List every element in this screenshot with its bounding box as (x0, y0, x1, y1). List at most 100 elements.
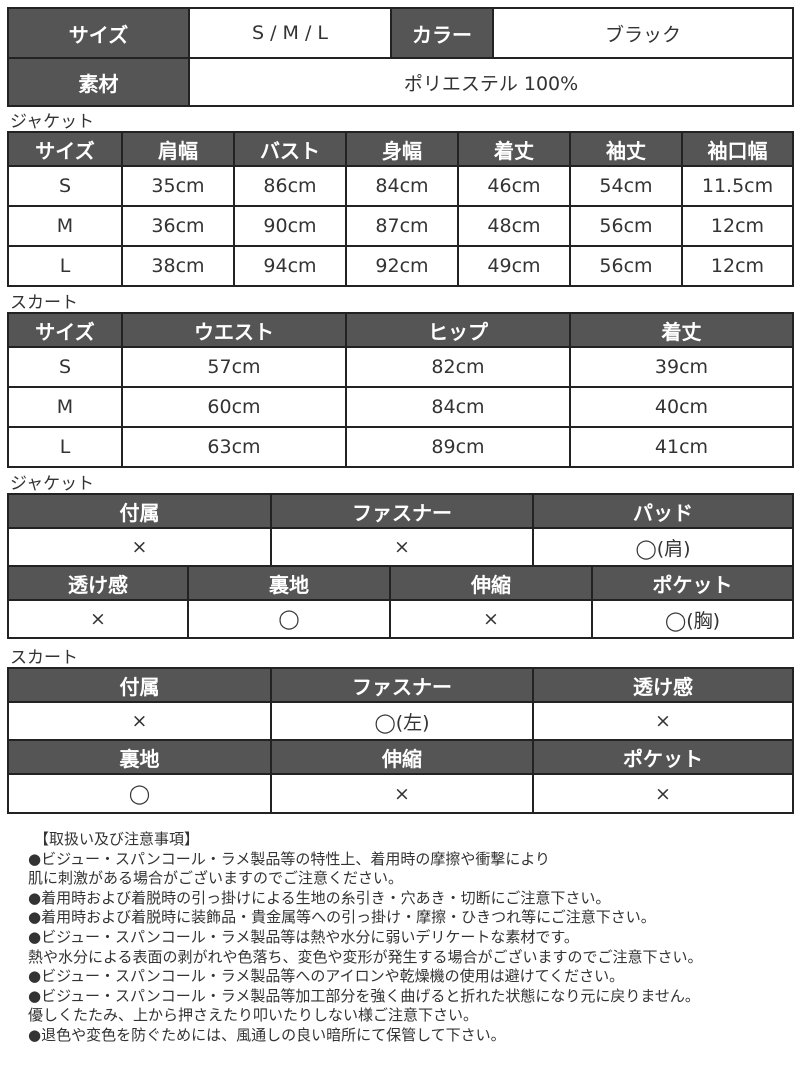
table-row: × ◯(左) × (7, 701, 794, 741)
material-label: 素材 (7, 57, 190, 107)
value-cell: 46cm (457, 165, 571, 207)
table-row: ◯ × × (7, 773, 794, 814)
header-row: 付属 ファスナー パッド (7, 493, 794, 529)
value-cell: 41cm (569, 426, 794, 468)
color-label: カラー (390, 7, 494, 59)
value-cell: × (7, 701, 272, 741)
size-label: サイズ (7, 7, 190, 59)
jacket-features-table-1: 付属 ファスナー パッド × × ◯(肩) (7, 493, 794, 567)
note-line: ●ビジュー・スパンコール・ラメ製品等は熱や水分に弱いデリケートな素材です。 (28, 927, 579, 946)
value-cell: 90cm (233, 205, 347, 247)
header-cell: 付属 (7, 667, 272, 703)
header-cell: 袖口幅 (681, 131, 794, 167)
note-line: 肌に刺激がある場合がございますのでご注意ください。 (28, 869, 404, 888)
note-line: ●着用時および着脱時に装飾品・貴金属等への引っ掛け・摩擦・ひきつれ等にご注意下さ… (28, 908, 656, 927)
basic-info-table: サイズ S / M / L カラー ブラック 素材 ポリエステル 100% (7, 7, 794, 107)
header-cell: 肩幅 (121, 131, 235, 167)
value-cell: 36cm (121, 205, 235, 247)
value-cell: × (7, 599, 189, 639)
header-row: サイズ 肩幅 バスト 身幅 着丈 袖丈 袖口幅 (7, 131, 794, 167)
value-cell: 38cm (121, 245, 235, 287)
header-cell: サイズ (7, 131, 123, 167)
skirt-features-title: スカート (10, 648, 78, 668)
header-cell: ウエスト (121, 312, 347, 348)
skirt-features-table-1: 付属 ファスナー 透け感 × ◯(左) × (7, 667, 794, 741)
note-line: ●退色や変色を防ぐためには、風通しの良い暗所にて保管して下さい。 (28, 1025, 506, 1044)
header-cell: 伸縮 (270, 739, 534, 775)
header-cell: 着丈 (569, 312, 794, 348)
value-cell: 92cm (345, 245, 459, 287)
table-row: S 35cm 86cm 84cm 46cm 54cm 11.5cm (7, 165, 794, 207)
header-cell: ヒップ (345, 312, 571, 348)
header-cell: ファスナー (270, 493, 534, 529)
value-cell: 89cm (345, 426, 571, 468)
value-cell: 35cm (121, 165, 235, 207)
value-cell: 82cm (345, 346, 571, 388)
value-cell: ◯(肩) (532, 527, 794, 567)
note-line: 熱や水分による表面の剥がれや色落ち、変色や変形が発生する場合がございますのでご注… (28, 947, 703, 966)
value-cell: 12cm (681, 205, 794, 247)
jacket-features-title: ジャケット (10, 474, 95, 494)
value-cell: × (270, 773, 534, 814)
note-line: ●着用時および着脱時の引っ掛けによる生地の糸引き・穴あき・切断にご注意下さい。 (28, 888, 611, 907)
table-row: × ◯ × ◯(胸) (7, 599, 794, 639)
header-row: 裏地 伸縮 ポケット (7, 739, 794, 775)
header-cell: ポケット (591, 565, 794, 601)
value-cell: × (7, 527, 272, 567)
value-cell: 56cm (569, 245, 683, 287)
header-cell: 伸縮 (389, 565, 593, 601)
table-row: S 57cm 82cm 39cm (7, 346, 794, 388)
header-cell: 透け感 (7, 565, 189, 601)
note-line: ●ビジュー・スパンコール・ラメ製品等へのアイロンや乾燥機の使用は避けてください。 (28, 967, 625, 986)
value-cell: × (532, 701, 794, 741)
note-line: ●ビジュー・スパンコール・ラメ製品等加工部分を強く曲げると折れた状態になり元に戻… (28, 986, 700, 1005)
table-row: M 60cm 84cm 40cm (7, 386, 794, 428)
value-cell: 11.5cm (681, 165, 794, 207)
value-cell: × (270, 527, 534, 567)
value-cell: L (7, 426, 123, 468)
value-cell: 40cm (569, 386, 794, 428)
header-cell: 着丈 (457, 131, 571, 167)
header-cell: 裏地 (7, 739, 272, 775)
value-cell: 54cm (569, 165, 683, 207)
header-cell: 裏地 (187, 565, 391, 601)
value-cell: 48cm (457, 205, 571, 247)
value-cell: × (532, 773, 794, 814)
care-notes: 【取扱い及び注意事項】 ●ビジュー・スパンコール・ラメ製品等の特性上、着用時の摩擦… (28, 830, 703, 1046)
value-cell: ◯ (187, 599, 391, 639)
note-line: ●ビジュー・スパンコール・ラメ製品等の特性上、着用時の摩擦や衝撃により (28, 849, 551, 868)
size-value: S / M / L (188, 7, 392, 59)
value-cell: S (7, 165, 123, 207)
header-cell: サイズ (7, 312, 123, 348)
value-cell: 84cm (345, 386, 571, 428)
value-cell: ◯(胸) (591, 599, 794, 639)
value-cell: 12cm (681, 245, 794, 287)
table-row: L 38cm 94cm 92cm 49cm 56cm 12cm (7, 245, 794, 287)
color-value: ブラック (492, 7, 794, 59)
value-cell: ◯(左) (270, 701, 534, 741)
header-cell: パッド (532, 493, 794, 529)
value-cell: 39cm (569, 346, 794, 388)
header-cell: ファスナー (270, 667, 534, 703)
value-cell: 94cm (233, 245, 347, 287)
material-value: ポリエステル 100% (188, 57, 794, 107)
header-cell: バスト (233, 131, 347, 167)
table-row: × × ◯(肩) (7, 527, 794, 567)
value-cell: 86cm (233, 165, 347, 207)
value-cell: S (7, 346, 123, 388)
value-cell: 57cm (121, 346, 347, 388)
jacket-size-table: サイズ 肩幅 バスト 身幅 着丈 袖丈 袖口幅 S 35cm 86cm 84cm 46cm 54cm 11… (7, 131, 794, 287)
value-cell: 60cm (121, 386, 347, 428)
jacket-size-title: ジャケット (10, 112, 95, 132)
skirt-size-table: サイズ ウエスト ヒップ 着丈 S 57cm 82cm 39cm M 60cm 84cm 40cm L 6… (7, 312, 794, 468)
value-cell: 56cm (569, 205, 683, 247)
value-cell: 49cm (457, 245, 571, 287)
value-cell: ◯ (7, 773, 272, 814)
header-cell: 透け感 (532, 667, 794, 703)
header-cell: 身幅 (345, 131, 459, 167)
value-cell: × (389, 599, 593, 639)
header-row: 付属 ファスナー 透け感 (7, 667, 794, 703)
header-row: サイズ ウエスト ヒップ 着丈 (7, 312, 794, 348)
value-cell: M (7, 386, 123, 428)
note-line: 【取扱い及び注意事項】 (34, 830, 200, 848)
